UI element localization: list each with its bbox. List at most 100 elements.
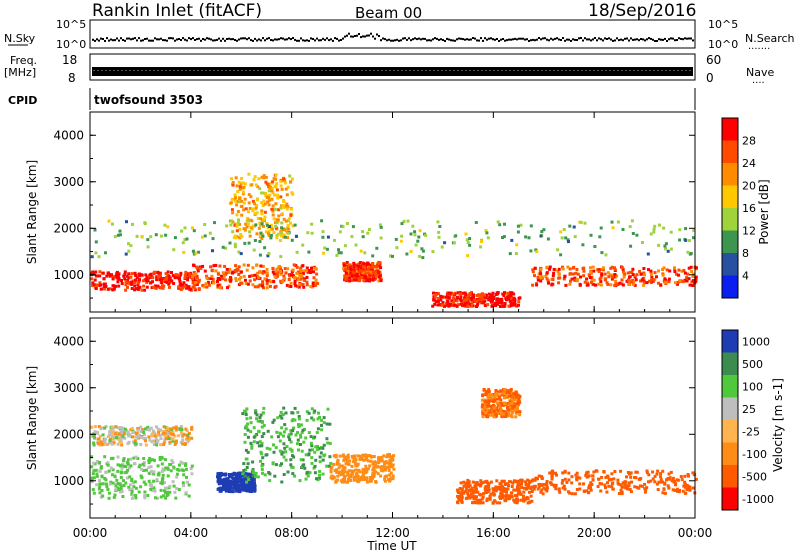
power-cell (475, 305, 478, 308)
nsky-point (326, 37, 328, 40)
nave-point (257, 70, 259, 71)
power-cell (548, 265, 552, 269)
power-cell (163, 223, 167, 227)
power-cell (140, 273, 144, 277)
nsky-point (456, 38, 458, 41)
nsky-point (286, 38, 288, 41)
velocity-cell (505, 482, 509, 486)
velocity-cell (387, 468, 391, 472)
velocity-cell (587, 474, 591, 478)
velocity-cell (218, 474, 222, 478)
power-cell (282, 274, 286, 278)
power-cell (125, 274, 129, 278)
velocity-cell (183, 443, 187, 446)
velocity-cell (155, 443, 159, 447)
velocity-cell (103, 442, 107, 446)
velocity-cell (545, 480, 549, 483)
power-cell (210, 274, 214, 278)
nave-point (209, 70, 211, 71)
nsky-point (460, 37, 462, 40)
power-cell (116, 280, 120, 284)
velocity-cell (329, 470, 333, 474)
power-cell (459, 302, 463, 306)
velocity-colorbar-label: Velocity [m s-1] (771, 378, 785, 472)
power-colorbar-tick-label: 12 (742, 225, 756, 238)
velocity-cell (111, 456, 115, 460)
nsky-point (692, 39, 694, 42)
power-colorbar-swatch (722, 208, 738, 231)
nsky-point (558, 38, 560, 41)
nsky-point (490, 37, 492, 40)
power-cell (282, 233, 286, 237)
power-cell (551, 274, 555, 278)
power-cell (271, 267, 275, 271)
velocity-cell (500, 479, 504, 483)
power-cell (231, 230, 235, 234)
power-cell (199, 266, 203, 270)
velocity-cell (460, 500, 464, 504)
power-cell (687, 239, 691, 243)
power-cell (184, 270, 188, 274)
nsky-point (548, 39, 550, 42)
power-cell (265, 271, 269, 275)
velocity-cell (485, 404, 489, 408)
nsky-point (678, 37, 680, 40)
velocity-cell (126, 432, 130, 436)
velocity-cell (663, 491, 667, 495)
nsky-point (386, 39, 388, 42)
velocity-cell (256, 441, 260, 445)
velocity-cell (146, 494, 150, 497)
velocity-cell (485, 400, 488, 404)
nave-point (533, 70, 535, 71)
velocity-cell (169, 427, 172, 431)
power-cell (241, 192, 245, 196)
velocity-cell (521, 497, 525, 501)
velocity-cell (590, 483, 594, 486)
power-cell (500, 301, 504, 305)
nave-point (385, 70, 387, 71)
velocity-cell (179, 425, 183, 428)
velocity-cell (130, 479, 134, 483)
power-cell (662, 279, 666, 283)
nave-point (381, 70, 383, 71)
velocity-cell (129, 457, 133, 461)
velocity-cell (221, 482, 225, 486)
power-cell (493, 303, 497, 307)
power-cell (621, 267, 625, 271)
nsky-point (158, 38, 160, 41)
nsky-point (518, 37, 520, 40)
power-cell (112, 287, 116, 291)
power-cell (321, 235, 325, 239)
nsky-point (292, 37, 294, 39)
power-cell (664, 242, 668, 246)
power-cell (244, 281, 248, 285)
power-cell (342, 263, 346, 267)
power-cell (357, 262, 361, 266)
velocity-cell (463, 490, 467, 494)
power-cell (661, 268, 664, 271)
velocity-cell (512, 392, 516, 396)
velocity-cell (478, 482, 482, 486)
power-cell (576, 272, 580, 276)
velocity-cell (250, 444, 254, 448)
power-cell (249, 195, 253, 199)
velocity-cell (629, 490, 633, 494)
nsky-point (622, 39, 624, 42)
nsky-point (422, 37, 424, 40)
velocity-cell (164, 491, 168, 495)
power-cell (440, 295, 444, 299)
power-cell (279, 269, 282, 273)
velocity-cell (476, 498, 480, 502)
velocity-cell (337, 466, 341, 470)
power-cell (673, 270, 677, 274)
velocity-cell (98, 461, 101, 464)
power-cell (573, 235, 577, 239)
power-cell (609, 283, 613, 287)
nsky-point (240, 37, 242, 40)
velocity-cell (349, 473, 353, 477)
power-cell (586, 281, 590, 285)
power-cell (305, 280, 309, 284)
velocity-cell (130, 490, 134, 493)
velocity-cell (282, 442, 286, 446)
power-cell (261, 191, 265, 195)
